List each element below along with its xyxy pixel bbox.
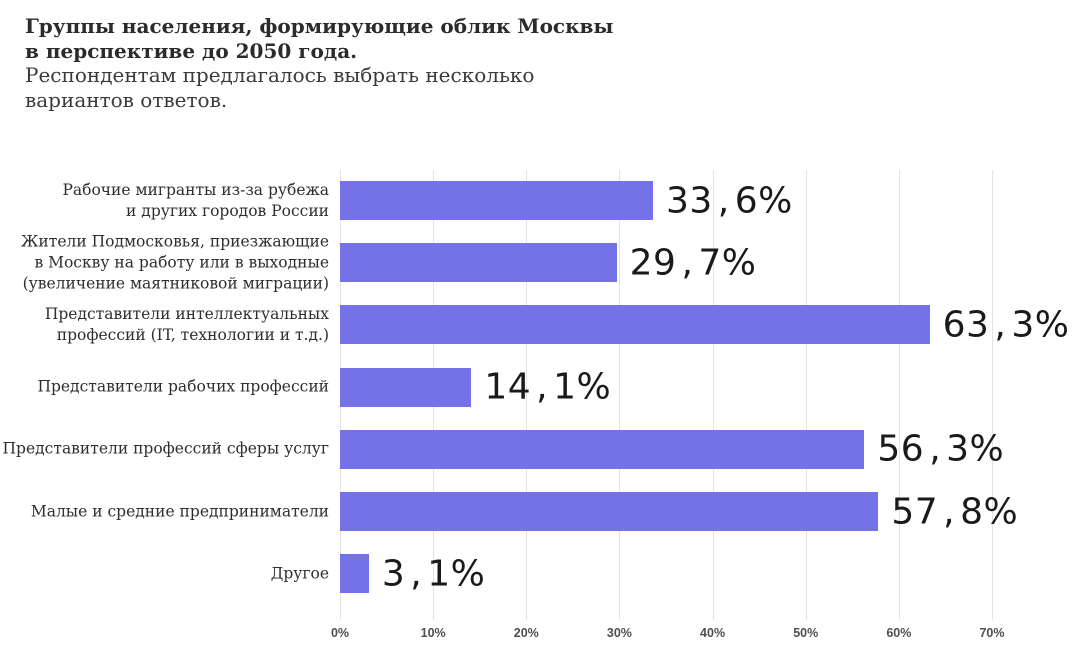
x-axis-tick-label: 40%	[700, 626, 726, 640]
category-labels-layer: Рабочие мигранты из-за рубежа и других го…	[0, 170, 329, 620]
x-axis-tick-label: 70%	[979, 626, 1005, 640]
bar	[340, 429, 865, 469]
category-label: Жители Подмосковья, приезжающие в Москву …	[0, 231, 329, 294]
decimal-comma: ,	[536, 366, 549, 408]
category-label-line: Рабочие мигранты из-за рубежа	[62, 180, 329, 199]
gridline-50%	[805, 170, 807, 620]
value-label: 33, 6%	[665, 180, 793, 221]
bar	[340, 492, 879, 531]
x-axis-tick-label: 50%	[793, 626, 819, 640]
bar	[340, 554, 369, 594]
chart-subtitle: Респондентам предлагалось выбрать нескол…	[25, 63, 613, 112]
chart-title-line-2: в перспективе до 2050 года.	[25, 38, 358, 63]
x-axis-tick-label: 30%	[606, 626, 632, 640]
chart-title: Группы населения, формирующие облик Моск…	[25, 14, 613, 63]
value-label: 57, 8%	[891, 491, 1019, 532]
x-axis-tick-label: 20%	[513, 626, 539, 640]
x-axis: 0% 10% 20% 30% 40% 50% 60% 70%	[331, 626, 1005, 646]
category-label-line: в Москву на работу или в выходные	[34, 253, 329, 272]
category-label: Представители профессий сферы услуг	[0, 439, 329, 460]
bar	[340, 367, 472, 407]
decimal-comma: ,	[929, 428, 942, 470]
category-label-line: Малые и средние предприниматели	[30, 502, 329, 520]
decimal-comma: ,	[717, 180, 730, 221]
gridline-30%	[619, 170, 621, 620]
gridline-70%	[992, 170, 993, 620]
value-label: 29, 7%	[629, 242, 757, 284]
category-label: Представители интеллектуальных профессий …	[0, 304, 329, 346]
value-label: 56, 3%	[877, 428, 1005, 470]
plot-area: 33, 6% 29, 7% 63, 3% 14, 1% 56, 3% 57, 8% 3, 1%	[340, 170, 1069, 620]
chart-subtitle-line-1: Респондентам предлагалось выбрать нескол…	[25, 63, 535, 87]
chart-title-line-1: Группы населения, формирующие облик Моск…	[25, 14, 614, 38]
category-label: Другое	[0, 563, 329, 584]
chart-header: Группы населения, формирующие облик Моск…	[25, 14, 613, 112]
category-label: Рабочие мигранты из-за рубежа и других го…	[0, 180, 329, 222]
category-label: Малые и средние предприниматели	[0, 501, 329, 522]
x-axis-tick-label: 60%	[886, 626, 912, 640]
category-label-line: профессий (IT, технологии и т.д.)	[56, 325, 329, 344]
category-label-line: Представители профессий сферы услуг	[2, 439, 329, 458]
gridline-60%	[898, 170, 900, 620]
decimal-comma: ,	[943, 491, 956, 532]
x-axis-tick-label: 10%	[420, 626, 446, 640]
category-label-line: Представители интеллектуальных	[44, 304, 329, 323]
value-label: 63, 3%	[942, 304, 1070, 346]
decimal-comma: ,	[410, 553, 423, 595]
bar	[340, 243, 617, 283]
category-label-line: и других городов России	[126, 201, 329, 220]
decimal-comma: ,	[681, 242, 694, 284]
category-label-line: Представители рабочих профессий	[37, 377, 329, 396]
chart-subtitle-line-2: вариантов ответов.	[25, 87, 228, 112]
value-label: 3, 1%	[381, 553, 486, 595]
value-label: 14, 1%	[484, 366, 612, 408]
category-label-line: Жители Подмосковья, приезжающие	[21, 232, 329, 251]
bar	[340, 181, 653, 220]
bar	[340, 305, 930, 345]
category-label-line: Другое	[270, 564, 329, 583]
category-label-line: (увеличение маятниковой миграции)	[22, 274, 329, 293]
category-label: Представители рабочих профессий	[0, 377, 329, 398]
gridline-20%	[526, 170, 528, 620]
decimal-comma: ,	[994, 304, 1007, 346]
gridline-40%	[712, 170, 714, 620]
x-axis-tick-label: 0%	[330, 626, 350, 640]
